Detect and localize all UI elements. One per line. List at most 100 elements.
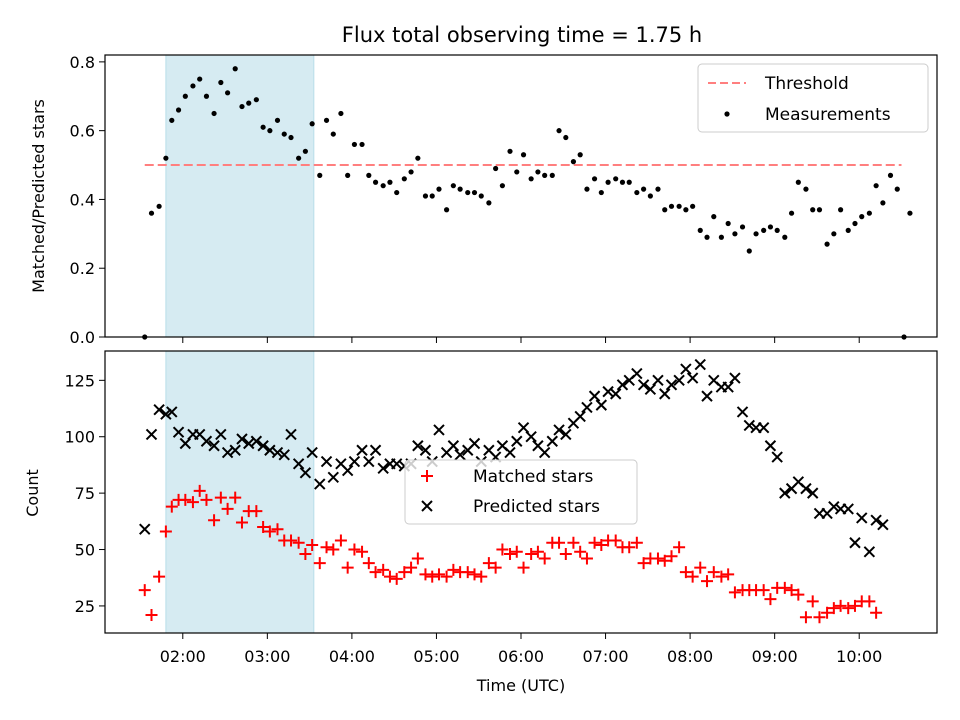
measurement-point [218,79,224,86]
predicted-star-point [166,406,178,418]
matched-star-point [821,606,834,619]
predicted-star-point [511,435,523,447]
measurement-point [782,234,788,240]
ratio-y-tick-label: 0.8 [70,53,95,72]
predicted-star-point [736,406,749,418]
measurement-point [296,155,302,161]
predicted-star-point [363,455,375,468]
measurement-point [486,200,492,206]
measurement-point [359,141,365,148]
predicted-star-point [800,482,812,495]
predicted-star-point [771,451,783,463]
matched-star-point [630,536,643,549]
measurement-point [753,231,759,237]
measurement-point [873,183,879,189]
ratio-panel: 0.00.20.40.60.8 Matched/Predicted stars … [29,53,938,347]
measurement-point [366,172,372,178]
measurement-point [246,100,252,106]
predicted-star-point [139,523,151,535]
measurement-point [211,110,217,117]
measurement-point [471,189,478,196]
predicted-star-point [842,503,854,515]
measurement-point [394,189,400,196]
predicted-star-point [314,478,326,490]
matched-star-point [405,561,418,574]
count-y-axis-label: Count [23,469,42,517]
matched-star-point [440,570,453,583]
ratio-y-tick-label: 0.4 [70,190,95,209]
matched-star-point [369,566,382,579]
predicted-star-point [828,500,840,513]
matched-star-point [658,554,671,567]
matched-star-point [200,493,213,506]
measurement-point [542,172,548,178]
matched-star-point [764,593,777,606]
matched-star-point [356,545,369,558]
predicted-star-point [504,446,516,459]
count-panel: 25 50 75 100 125 02:00 03:00 04:00 05:00 06:00 07… [23,350,938,695]
predicted-star-point [278,449,290,461]
predicted-star-point [390,458,403,470]
predicted-star-point [348,455,361,468]
predicted-star-point [680,363,692,375]
matched-star-point [806,595,819,608]
measurement-point [169,117,175,123]
matched-star-point [694,561,707,574]
measurements-legend-label: Measurements [765,105,891,125]
matched-star-point [235,516,248,529]
measurement-point [203,93,210,99]
predicted-star-point [644,383,657,396]
measurement-point [761,227,767,233]
predicted-star-point [856,512,868,524]
predicted-star-point [145,428,158,441]
ratio-shaded-region [165,54,315,338]
matched-star-point [504,548,517,561]
measurement-point [605,179,611,185]
matched-star-point [588,536,601,549]
matched-star-point [468,568,481,581]
matched-star-point [728,586,741,599]
matched-star-point [263,525,276,538]
matched-star-point [595,539,608,552]
predicted-star-point [341,464,354,477]
measurement-point [613,176,619,182]
measurement-point [577,152,583,158]
measurement-point [894,186,900,192]
matched-star-point [848,599,861,612]
matched-star-point [221,502,234,515]
predicted-star-point [602,385,614,398]
matched-star-point [834,599,847,612]
measurement-point [422,193,429,199]
x-tick-label: 07:00 [582,647,628,666]
measurement-point [450,183,456,189]
matched-star-point [525,548,538,561]
matched-star-point [722,568,735,581]
predicted-star-point [517,421,530,434]
ratio-y-tick-label: 0.6 [70,122,95,141]
measurement-point [351,141,358,148]
chart-title: Flux total observing time = 1.75 h [342,23,702,47]
predicted-star-point [200,435,213,447]
measurement-point [655,186,661,192]
matched-star-point [510,545,523,558]
x-tick-label: 10:00 [836,647,882,666]
predicted-star-point [722,381,734,393]
measurement-point [317,172,323,178]
measurement-point [570,159,577,165]
matched-star-point [792,588,805,601]
measurement-point [845,227,851,233]
measurement-point [387,179,393,185]
predicted-star-point [153,403,165,416]
matched-star-point [559,548,572,561]
matched-star-point [398,566,411,579]
matched-star-point [383,570,396,583]
measurement-point [739,224,746,230]
predicted-star-point [271,446,284,459]
measurements-legend-icon [724,111,730,117]
predicted-star-point [160,408,172,420]
matched-star-point [390,572,403,585]
predicted-star-point [877,519,889,531]
measurement-point [619,179,626,185]
count-y-tick-label: 100 [64,428,95,447]
